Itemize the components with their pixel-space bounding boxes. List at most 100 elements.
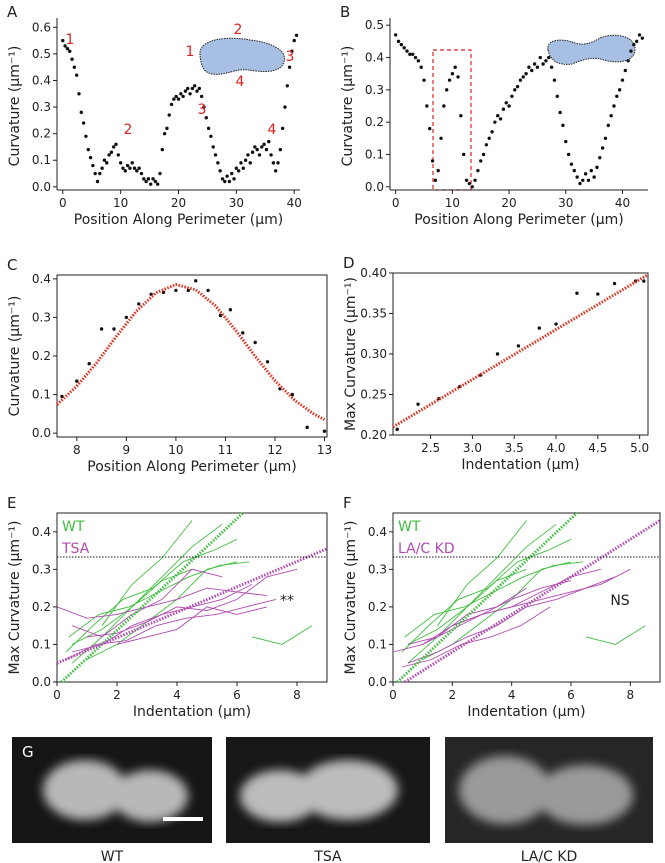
data-point (322, 429, 327, 433)
data-point (79, 110, 84, 115)
data-point (433, 178, 438, 183)
y-tick-label: 0.3 (32, 100, 51, 114)
x-tick-label: 0 (53, 688, 61, 702)
data-point (93, 171, 97, 176)
data-point (123, 169, 127, 173)
y-tick-label: 0.3 (32, 310, 51, 324)
data-point (139, 171, 144, 176)
data-point (197, 86, 202, 91)
data-point (137, 166, 141, 170)
y-tick-label: 0.20 (360, 428, 387, 442)
y-tick-label: 0.1 (32, 153, 51, 167)
data-point (615, 94, 619, 99)
data-point (481, 152, 486, 157)
data-point (422, 78, 426, 82)
y-axis-label: Max Curvature (μm⁻¹) (343, 277, 359, 431)
data-point (612, 281, 617, 286)
data-point (255, 147, 259, 152)
data-point (427, 126, 432, 131)
data-point (569, 162, 574, 166)
data-point (265, 360, 270, 364)
legend-label: WT (62, 519, 85, 535)
data-point (620, 78, 625, 82)
trace (101, 520, 193, 626)
data-point (167, 113, 171, 117)
x-tick-label: 11 (218, 443, 233, 457)
data-point (118, 161, 123, 165)
data-point (535, 65, 540, 69)
y-tick-label: 0.40 (360, 266, 387, 280)
data-point (445, 88, 449, 92)
data-point (121, 166, 125, 170)
image-caption: TSA (313, 849, 342, 863)
data-point (125, 163, 130, 168)
data-point (600, 146, 605, 150)
x-tick-label: 10 (113, 196, 128, 210)
data-point (575, 175, 579, 179)
y-tick-label: 0.6 (32, 20, 51, 34)
data-point (155, 182, 160, 186)
data-point (490, 130, 494, 134)
y-tick-label: 0.1 (32, 637, 51, 651)
data-point (493, 120, 497, 124)
data-point (124, 315, 129, 320)
data-point (623, 68, 628, 73)
trace (407, 587, 527, 645)
data-point (195, 89, 199, 93)
data-point (77, 92, 81, 96)
y-tick-label: 0.0 (365, 180, 384, 194)
data-point (642, 279, 646, 283)
data-point (532, 62, 537, 66)
data-point (496, 113, 500, 118)
data-point (479, 159, 483, 163)
y-tick-label: 0.5 (32, 47, 51, 61)
data-point (473, 178, 477, 183)
legend-label: LA/C KD (398, 541, 455, 557)
trace (585, 625, 646, 645)
data-point (74, 73, 79, 77)
data-point (61, 38, 65, 43)
data-point (84, 134, 88, 139)
data-point (581, 178, 585, 183)
data-point (98, 171, 102, 176)
data-point (262, 142, 266, 146)
panel-label: D (343, 254, 355, 272)
data-point (102, 158, 107, 162)
data-point (283, 105, 287, 109)
data-point (456, 75, 460, 79)
y-tick-label: 0.30 (360, 347, 387, 361)
inset-label: 4 (236, 74, 245, 90)
data-point (188, 92, 192, 96)
data-point (112, 145, 116, 149)
data-point (269, 153, 273, 157)
data-point (527, 65, 531, 69)
x-tick-label: 13 (317, 443, 332, 457)
data-point (564, 139, 568, 144)
data-point (206, 288, 210, 293)
data-point (176, 97, 181, 101)
trace (452, 568, 631, 627)
inset-shape (547, 34, 636, 65)
data-point (513, 88, 517, 92)
inset-label: 2 (234, 22, 243, 38)
data-point (225, 174, 229, 178)
data-point (558, 110, 562, 115)
data-point (146, 177, 151, 181)
data-point (413, 55, 418, 60)
trace (251, 625, 313, 645)
data-point (541, 62, 545, 66)
data-point (549, 65, 554, 69)
data-point (158, 171, 162, 176)
y-axis-label: Curvature (μm⁻¹) (7, 46, 23, 167)
data-point (236, 169, 241, 173)
data-point (91, 163, 95, 168)
y-tick-label: 0.0 (32, 180, 51, 194)
data-point (464, 178, 469, 183)
data-point (476, 168, 480, 173)
data-point (430, 159, 435, 163)
data-point (442, 104, 446, 108)
data-point (416, 59, 421, 63)
y-tick-label: 0.0 (32, 426, 51, 440)
data-point (405, 49, 409, 53)
